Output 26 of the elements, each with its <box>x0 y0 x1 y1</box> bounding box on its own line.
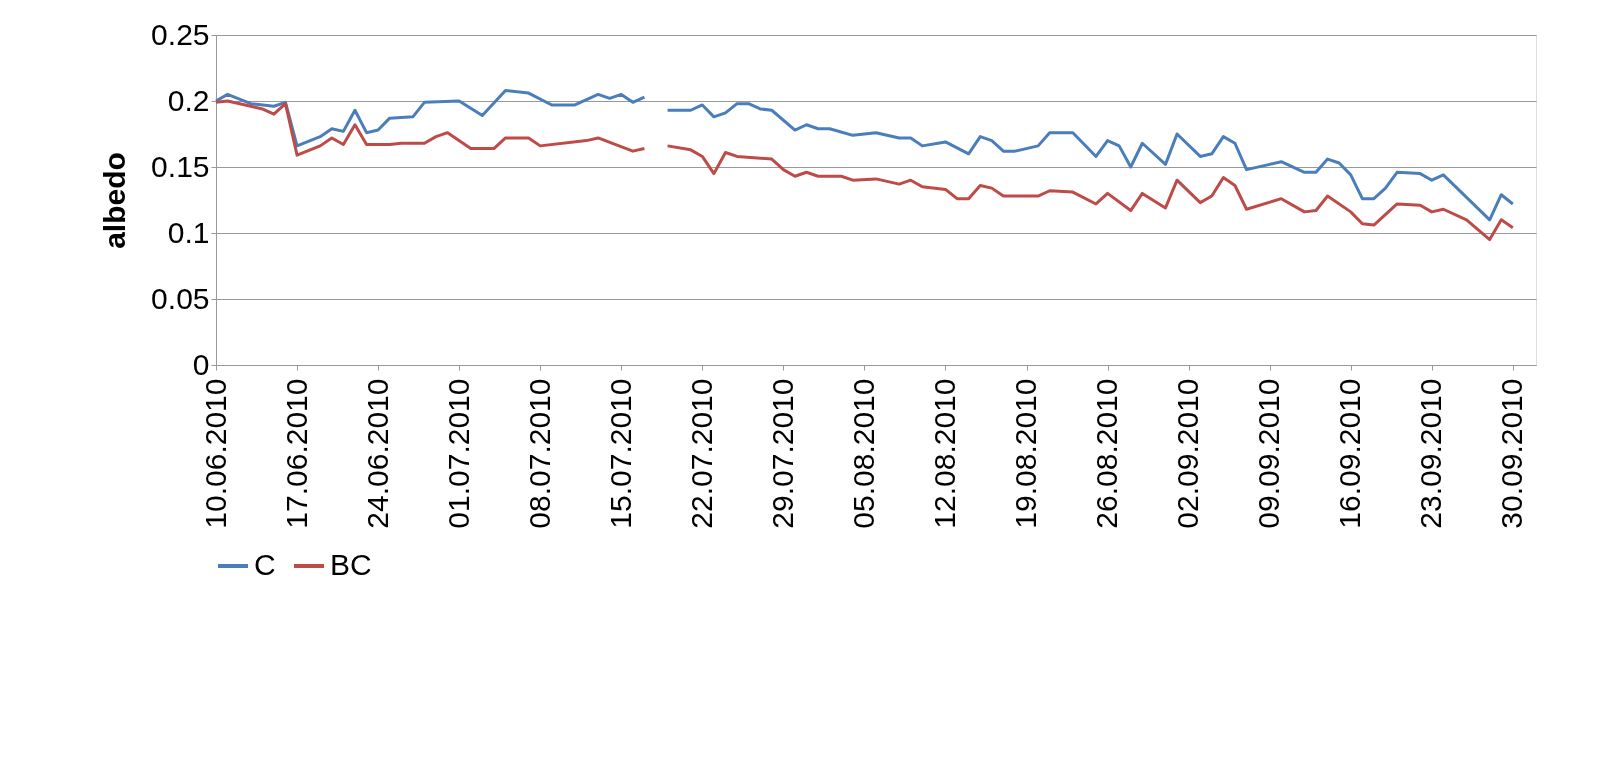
legend-label: C <box>254 548 276 581</box>
x-tick-label: 29.07.2010 <box>765 378 799 529</box>
y-axis-title: albedo <box>98 152 132 249</box>
x-tick-label: 19.08.2010 <box>1009 378 1043 529</box>
y-tick-label: 0.1 <box>167 215 210 249</box>
x-tick-label: 10.06.2010 <box>198 378 232 529</box>
y-tick-label: 0.25 <box>151 17 210 51</box>
x-tick-label: 24.06.2010 <box>360 378 394 529</box>
y-tick-label: 0 <box>192 347 210 381</box>
x-tick-label: 02.09.2010 <box>1171 378 1205 529</box>
x-tick-label: 08.07.2010 <box>522 378 556 529</box>
x-tick-label: 01.07.2010 <box>441 378 475 529</box>
x-tick-label: 26.08.2010 <box>1090 378 1124 529</box>
y-tick-label: 0.05 <box>151 281 210 315</box>
x-tick-label: 23.09.2010 <box>1414 378 1448 529</box>
x-tick-label: 16.09.2010 <box>1333 378 1367 529</box>
x-tick-label: 30.09.2010 <box>1495 378 1529 529</box>
x-tick-label: 22.07.2010 <box>684 378 718 529</box>
x-tick-label: 12.08.2010 <box>927 378 961 529</box>
y-tick-label: 0.2 <box>167 83 210 117</box>
legend-label: BC <box>330 548 372 581</box>
x-tick-label: 09.09.2010 <box>1252 378 1286 529</box>
x-tick-label: 05.08.2010 <box>846 378 880 529</box>
x-tick-label: 15.07.2010 <box>603 378 637 529</box>
y-tick-label: 0.15 <box>151 149 210 183</box>
x-tick-label: 17.06.2010 <box>279 378 313 529</box>
